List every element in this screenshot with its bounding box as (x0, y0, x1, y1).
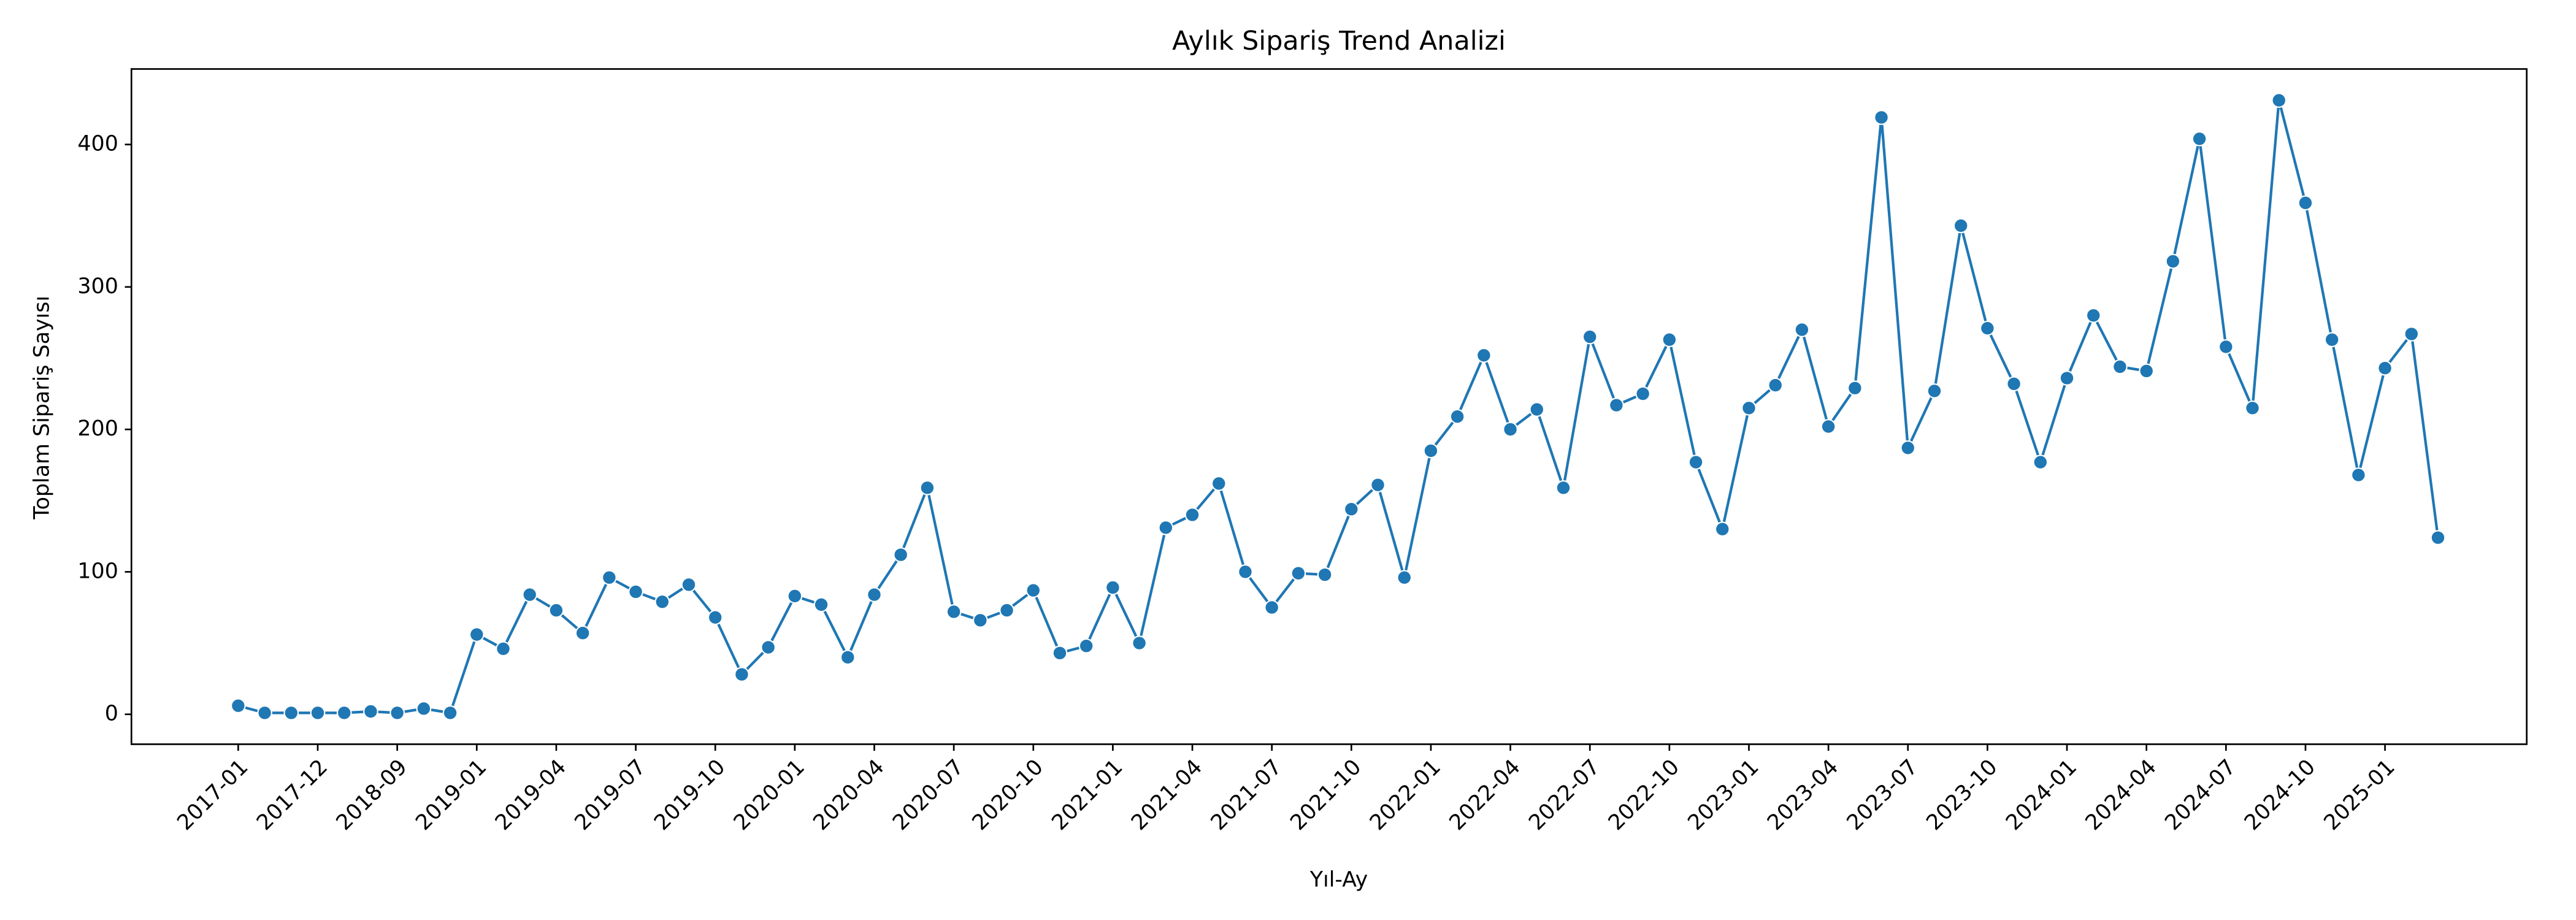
plot-frame (130, 68, 2528, 745)
marker (1078, 638, 1094, 654)
marker (416, 701, 432, 716)
marker (231, 698, 246, 714)
marker (2165, 253, 2181, 269)
marker (2006, 376, 2022, 392)
marker (1211, 476, 1227, 491)
marker (1025, 583, 1041, 598)
marker (1820, 419, 1836, 434)
marker (1529, 402, 1545, 417)
marker (867, 587, 882, 602)
marker (2377, 360, 2393, 376)
marker (336, 705, 352, 721)
marker (919, 480, 935, 496)
marker (2191, 131, 2207, 147)
marker (522, 587, 538, 602)
marker (628, 584, 643, 600)
marker (1449, 408, 1465, 424)
marker (999, 602, 1014, 618)
marker (2298, 195, 2313, 211)
marker (1609, 397, 1624, 413)
marker (1688, 454, 1704, 470)
marker (2139, 363, 2154, 379)
marker (1370, 477, 1386, 493)
marker (1662, 332, 1677, 348)
marker (469, 627, 485, 642)
marker (840, 650, 856, 665)
marker (442, 705, 458, 721)
marker (2271, 93, 2287, 108)
marker (1794, 322, 1810, 337)
marker (2085, 307, 2101, 323)
marker (1503, 421, 1518, 437)
marker (2059, 370, 2075, 386)
y-tick-label: 400 (77, 132, 118, 156)
marker (1714, 521, 1730, 537)
marker (2430, 530, 2446, 545)
marker (2033, 454, 2049, 470)
marker (363, 703, 378, 719)
marker (1184, 507, 1200, 523)
marker (2218, 339, 2234, 355)
marker (654, 594, 670, 610)
marker (1264, 600, 1279, 615)
marker (1741, 400, 1757, 416)
marker (707, 610, 723, 626)
marker (496, 641, 511, 657)
marker (1343, 501, 1359, 517)
marker (257, 705, 272, 721)
marker (893, 547, 909, 562)
marker (2245, 400, 2260, 416)
marker (310, 705, 326, 721)
marker (946, 604, 962, 619)
y-tick-label: 0 (105, 702, 118, 726)
marker (813, 597, 829, 613)
marker (1582, 329, 1598, 345)
marker (1926, 383, 1942, 399)
y-tick-label: 100 (77, 559, 118, 583)
marker (1635, 386, 1650, 402)
marker (761, 640, 776, 655)
marker (1105, 580, 1121, 596)
marker (1555, 480, 1571, 496)
marker (548, 602, 564, 618)
marker (1953, 218, 1969, 234)
marker (2404, 326, 2420, 342)
marker (1052, 645, 1068, 661)
marker (1317, 567, 1333, 583)
marker (1847, 380, 1863, 396)
marker (1874, 110, 1889, 125)
marker (2324, 332, 2340, 348)
chart-title: Aylık Sipariş Trend Analizi (1172, 26, 1506, 56)
marker (787, 588, 803, 604)
line (237, 100, 2440, 715)
marker (1768, 377, 1784, 393)
marker (1132, 635, 1147, 651)
marker (602, 570, 617, 585)
marker (1980, 320, 1995, 336)
marker (2112, 359, 2128, 375)
marker (575, 625, 591, 641)
marker (1290, 565, 1306, 581)
marker (1158, 520, 1174, 535)
marker (1238, 564, 1253, 580)
marker (681, 577, 697, 592)
marker (734, 667, 749, 682)
y-tick-label: 300 (77, 274, 118, 299)
marker (973, 613, 988, 628)
marker (283, 705, 299, 721)
marker (1900, 440, 1916, 456)
marker (2351, 467, 2366, 483)
y-tick-label: 200 (77, 416, 118, 441)
marker (389, 705, 405, 721)
y-axis-label: Toplam Sipariş Sayısı (30, 296, 55, 520)
marker (1476, 348, 1492, 363)
marker (1423, 443, 1439, 459)
x-axis-label: Yıl-Ay (1309, 868, 1368, 892)
marker (1397, 570, 1413, 585)
